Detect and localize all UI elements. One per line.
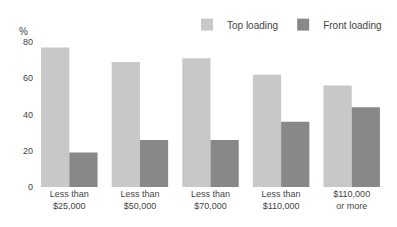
svg-text:%: % (19, 26, 28, 37)
svg-text:0: 0 (28, 182, 33, 192)
svg-text:Less than$70,000: Less than$70,000 (191, 189, 230, 211)
svg-text:Top loading: Top loading (227, 20, 278, 31)
svg-text:40: 40 (23, 110, 33, 120)
svg-text:Less than$110,000: Less than$110,000 (262, 189, 301, 211)
svg-text:20: 20 (23, 146, 33, 156)
svg-text:Front loading: Front loading (323, 20, 381, 31)
svg-text:80: 80 (23, 37, 33, 47)
svg-text:60: 60 (23, 73, 33, 83)
svg-text:Less than$50,000: Less than$50,000 (120, 189, 159, 211)
svg-text:$110,000or more: $110,000or more (333, 189, 370, 211)
svg-text:Less than$25,000: Less than$25,000 (50, 189, 89, 211)
